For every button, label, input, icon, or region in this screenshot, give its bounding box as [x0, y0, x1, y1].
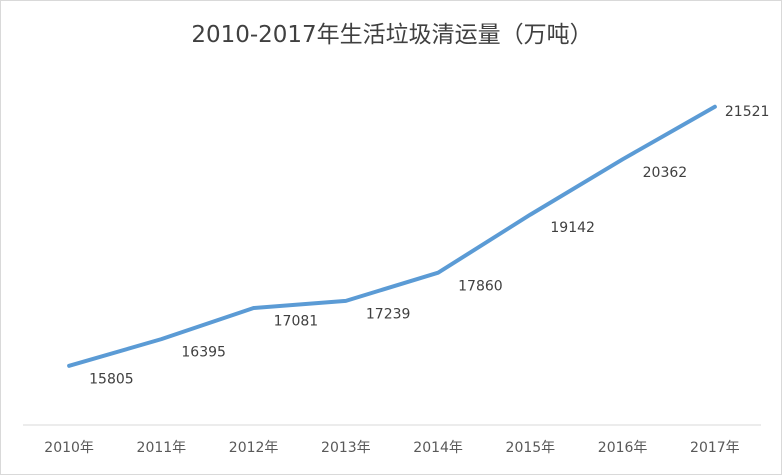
x-tick-label: 2017年	[690, 440, 740, 456]
x-tick-label: 2014年	[413, 440, 463, 456]
data-label: 20362	[643, 165, 688, 181]
data-label: 21521	[725, 104, 770, 120]
x-tick-label: 2016年	[598, 440, 648, 456]
data-label: 17239	[366, 306, 411, 322]
data-label: 15805	[89, 371, 134, 387]
data-label: 17081	[274, 314, 319, 330]
data-label: 19142	[550, 220, 595, 236]
x-tick-label: 2013年	[321, 440, 371, 456]
x-tick-label: 2012年	[229, 440, 279, 456]
data-label: 16395	[181, 345, 226, 361]
x-tick-label: 2010年	[44, 440, 94, 456]
x-tick-label: 2011年	[137, 440, 187, 456]
chart-title: 2010-2017年生活垃圾清运量（万吨）	[191, 22, 593, 48]
data-labels: 15805 16395 17081 17239 17860 19142 20362 21521	[89, 104, 769, 388]
x-tick-label: 2015年	[506, 440, 556, 456]
series-line	[67, 104, 717, 368]
x-tick-labels: 2010年 2011年 2012年 2013年 2014年 2015年 2016年 2017年	[44, 440, 739, 456]
data-label: 17860	[458, 278, 503, 294]
